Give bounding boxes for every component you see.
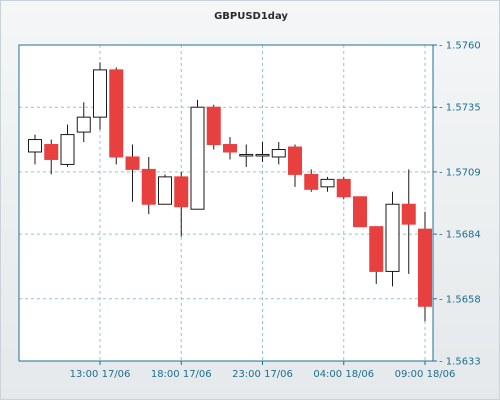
candle-down: [174, 176, 189, 208]
y-tick-label: - 1.5633: [439, 357, 481, 368]
candle-down: [223, 144, 237, 153]
candle-up: [320, 178, 335, 188]
candle-up: [28, 139, 42, 153]
candle-down: [141, 168, 156, 205]
x-tick-label: 09:00 18/06: [395, 369, 456, 380]
plot-border: [18, 44, 434, 362]
candle-down: [125, 156, 140, 170]
y-tick-label: - 1.5709: [439, 167, 481, 178]
candle-down: [353, 196, 367, 228]
candle-down: [418, 228, 432, 307]
y-tick-label: - 1.5658: [439, 294, 481, 305]
candle-down: [369, 226, 384, 272]
x-tick-label: 23:00 17/06: [232, 369, 293, 380]
plot-area: [19, 45, 433, 361]
chart-title: GBPUSD1day: [214, 11, 288, 22]
candle-up: [239, 153, 254, 157]
candle-down: [401, 203, 416, 225]
y-tick-label: - 1.5684: [439, 230, 481, 241]
candle-down: [206, 106, 221, 146]
candle-down: [288, 146, 302, 175]
candle-up: [158, 176, 172, 205]
candle-up: [255, 153, 270, 157]
candle-up: [385, 203, 400, 272]
candle-up: [190, 106, 205, 210]
candle-down: [44, 144, 59, 160]
x-tick-label: 13:00 17/06: [70, 369, 131, 380]
candle-down: [109, 69, 124, 158]
candle-up: [271, 149, 286, 158]
y-tick-label: - 1.5735: [439, 103, 481, 114]
candle-up: [93, 69, 107, 118]
x-tick-label: 04:00 18/06: [313, 369, 374, 380]
candle-up: [76, 116, 91, 133]
candle-up: [60, 134, 75, 165]
x-tick-label: 18:00 17/06: [151, 369, 212, 380]
y-tick-label: - 1.5760: [439, 41, 481, 52]
candle-down: [304, 173, 319, 190]
candle-down: [336, 178, 351, 198]
